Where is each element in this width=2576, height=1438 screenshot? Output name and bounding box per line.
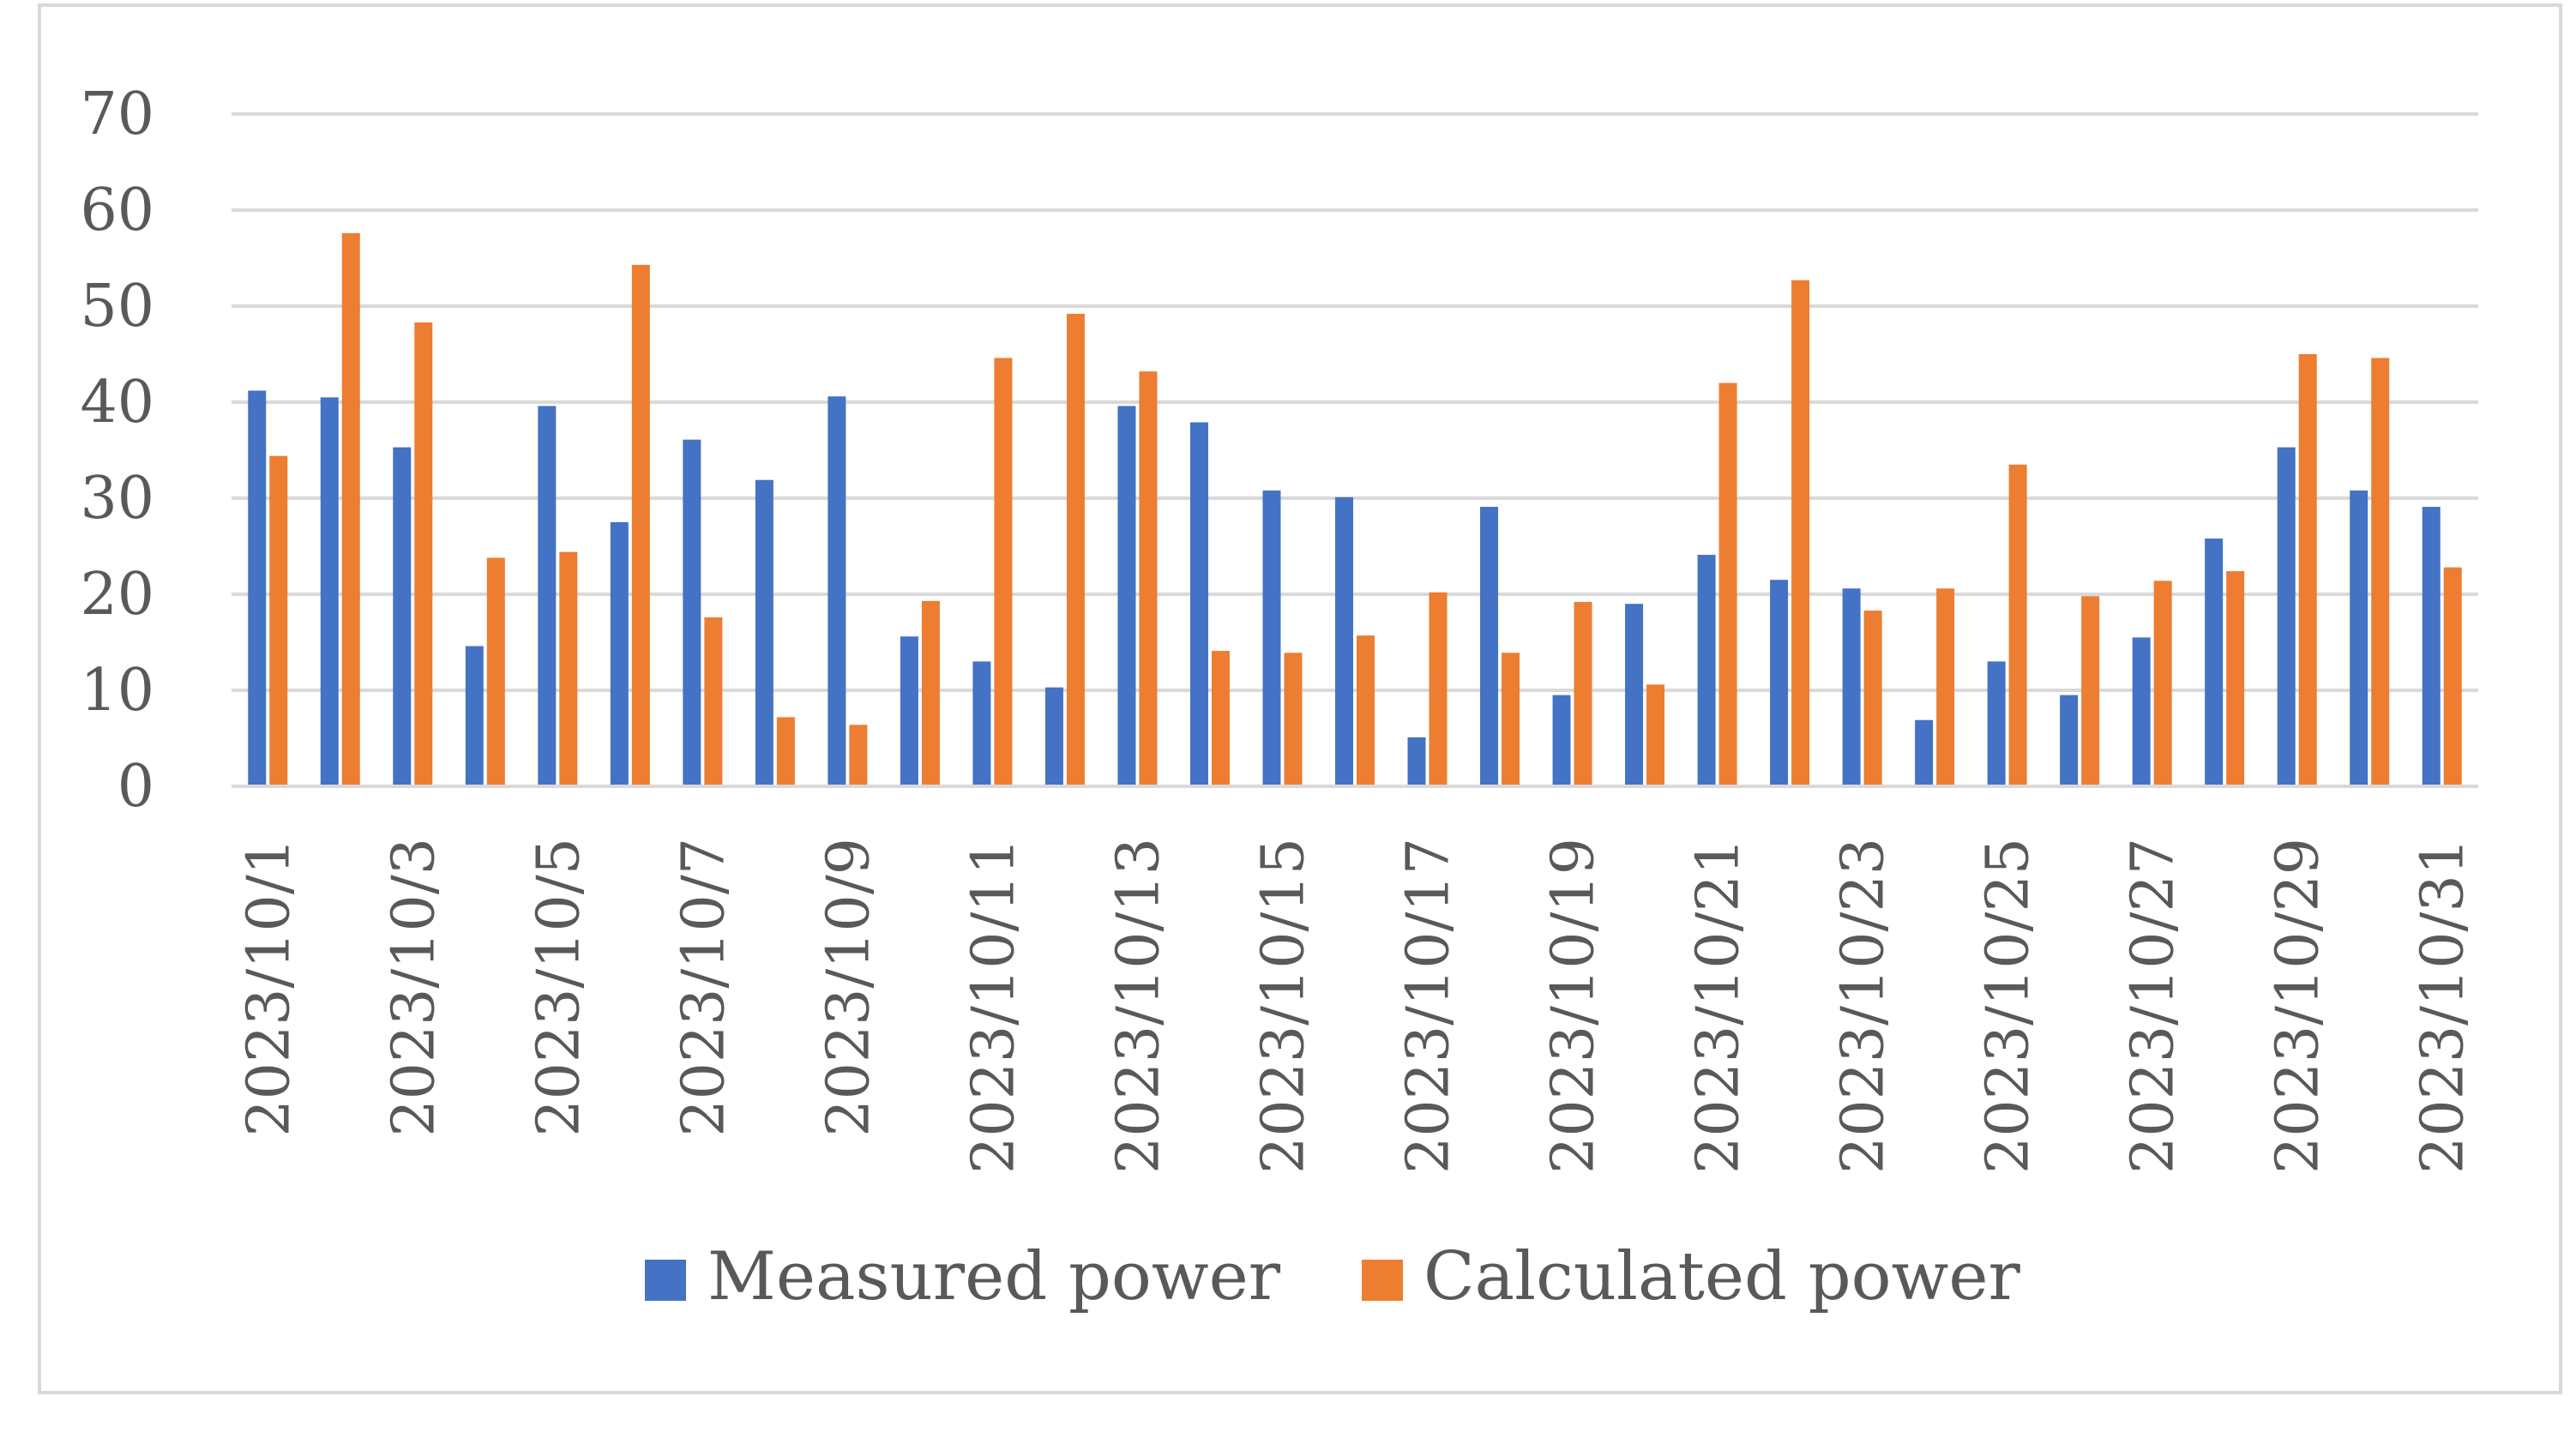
bar-calculated: [1502, 653, 1520, 786]
bar-calculated: [2443, 567, 2462, 786]
bar-calculated: [2226, 571, 2245, 786]
x-tick-label: 2023/10/23: [1830, 838, 1898, 1174]
bar-calculated: [1718, 382, 1737, 786]
bar-calculated: [341, 232, 360, 786]
bar-measured: [1842, 588, 1861, 786]
x-axis-ticks: 2023/10/1 2023/10/3 2023/10/5 2023/10/7 2023…: [235, 838, 2477, 1174]
x-tick-label: 2023/10/13: [1104, 838, 1172, 1174]
x-tick-label: 2023/10/21: [1685, 838, 1753, 1174]
bar-measured: [465, 646, 484, 786]
bar-measured: [1552, 695, 1571, 786]
legend-label-measured: Measured power: [707, 1238, 1281, 1315]
y-tick-label: 40: [80, 369, 154, 436]
bar-measured: [1770, 580, 1789, 786]
y-axis-ticks: 0 10 20 30 40 50 60 70: [80, 81, 154, 821]
bar-measured: [755, 479, 773, 786]
bar-measured: [1407, 737, 1426, 786]
bar-measured: [2205, 538, 2224, 786]
bar-calculated: [2081, 596, 2100, 786]
bars: [248, 232, 2462, 787]
x-tick-label: 2023/10/25: [1975, 838, 2043, 1174]
bar-calculated: [414, 322, 433, 786]
x-tick-label: 2023/10/3: [380, 838, 448, 1137]
bar-calculated: [1429, 592, 1447, 786]
bar-calculated: [1791, 280, 1810, 786]
bar-measured: [2277, 447, 2296, 786]
bar-measured: [828, 396, 846, 786]
x-tick-label: 2023/10/7: [670, 838, 737, 1137]
legend: Measured power Calculated power: [645, 1238, 2021, 1315]
bar-calculated: [2371, 358, 2390, 786]
gridlines: [232, 112, 2478, 692]
bar-calculated: [994, 358, 1013, 786]
y-tick-label: 60: [80, 177, 154, 244]
x-tick-label: 2023/10/19: [1540, 838, 1608, 1174]
bar-measured: [2350, 490, 2368, 786]
bar-measured: [610, 522, 629, 786]
bar-measured: [2132, 637, 2151, 786]
legend-label-calculated: Calculated power: [1423, 1238, 2021, 1315]
x-tick-label: 2023/10/1: [235, 838, 303, 1137]
bar-measured: [1697, 555, 1716, 786]
bar-calculated: [1357, 635, 1375, 786]
bar-calculated: [269, 455, 288, 786]
bar-calculated: [2153, 581, 2172, 786]
y-tick-label: 70: [80, 81, 154, 148]
bar-measured: [393, 447, 412, 786]
x-tick-label: 2023/10/11: [960, 838, 1027, 1174]
y-tick-label: 10: [80, 657, 154, 725]
bar-measured: [1335, 496, 1353, 786]
bar-measured: [972, 661, 991, 786]
bar-measured: [248, 390, 267, 786]
bar-calculated: [704, 617, 723, 786]
bar-measured: [900, 636, 918, 786]
x-tick-label: 2023/10/27: [2120, 838, 2188, 1174]
bar-measured: [1480, 507, 1499, 786]
legend-swatch-measured: [645, 1260, 686, 1301]
legend-swatch-calculated: [1362, 1260, 1403, 1301]
bar-measured: [1117, 406, 1136, 786]
bar-measured: [1262, 490, 1281, 786]
bar-calculated: [559, 551, 578, 786]
bar-calculated: [2008, 464, 2027, 786]
bar-calculated: [1936, 588, 1955, 786]
bar-measured: [1625, 604, 1644, 786]
x-tick-label: 2023/10/9: [815, 838, 882, 1137]
bar-calculated: [1211, 651, 1230, 786]
y-tick-label: 20: [80, 561, 154, 629]
bar-calculated: [486, 557, 505, 786]
bar-measured: [1987, 661, 2006, 786]
x-tick-label: 2023/10/15: [1249, 838, 1317, 1174]
bar-measured: [1915, 719, 1934, 786]
bar-measured: [320, 397, 339, 786]
bar-calculated: [776, 717, 795, 786]
bar-calculated: [1574, 601, 1592, 786]
bar-calculated: [1863, 611, 1882, 786]
bar-calculated: [921, 600, 940, 786]
bar-measured: [683, 439, 701, 786]
y-tick-label: 50: [80, 273, 154, 340]
bar-measured: [1189, 422, 1208, 786]
x-tick-label: 2023/10/17: [1395, 838, 1463, 1174]
y-tick-label: 0: [117, 753, 154, 821]
x-tick-label: 2023/10/29: [2265, 838, 2332, 1174]
x-tick-label: 2023/10/5: [525, 838, 593, 1137]
x-tick-label: 2023/10/31: [2410, 838, 2477, 1174]
bar-calculated: [1646, 684, 1665, 786]
bar-calculated: [1284, 653, 1303, 786]
bar-calculated: [849, 725, 868, 786]
bar-measured: [2422, 507, 2441, 786]
bar-calculated: [2298, 354, 2317, 786]
bar-measured: [2060, 695, 2079, 786]
bar-measured: [538, 406, 557, 786]
y-tick-label: 30: [80, 465, 154, 532]
bar-measured: [1044, 687, 1063, 786]
bar-calculated: [631, 264, 650, 787]
bar-calculated: [1139, 371, 1158, 786]
bar-calculated: [1066, 313, 1085, 787]
